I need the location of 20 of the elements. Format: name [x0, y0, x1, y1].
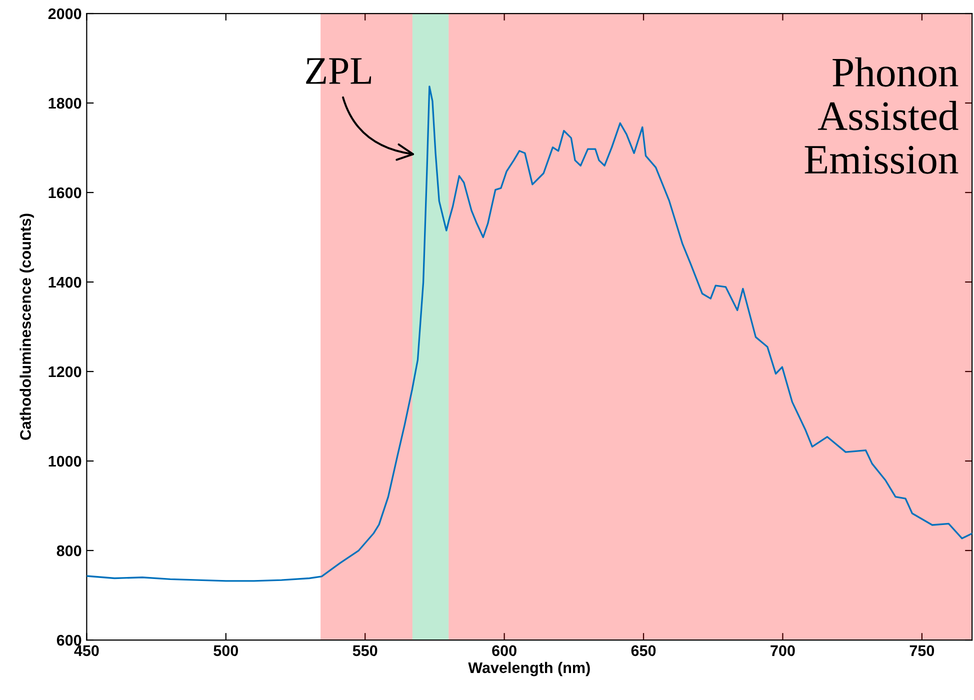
x-axis-title: Wavelength (nm): [468, 662, 590, 676]
y-tick-label: 1400: [48, 276, 82, 288]
y-tick-label: 600: [56, 634, 82, 646]
annotation: ZPL: [306, 58, 372, 84]
y-axis-title: Cathodoluminescence (counts): [20, 214, 34, 440]
y-tick-label: 1600: [48, 187, 82, 198]
x-tick-label: 500: [214, 645, 238, 656]
y-tick-label: 1000: [48, 456, 82, 467]
x-tick-label: 600: [492, 645, 516, 656]
x-tick-label: 450: [74, 645, 99, 656]
x-tick-label: 700: [770, 645, 795, 656]
line-series: [86, 86, 972, 582]
y-tick-label: 1800: [48, 98, 82, 109]
y-tick-label: 1200: [48, 366, 82, 378]
y-tick-label: 800: [56, 545, 82, 556]
x-tick-label: 750: [910, 645, 934, 656]
y-tick-label: 2000: [48, 8, 82, 20]
x-tick-label: 650: [631, 645, 656, 656]
x-tick-label: 550: [352, 645, 378, 656]
annotation: Phonon Assisted Emission: [804, 57, 958, 174]
